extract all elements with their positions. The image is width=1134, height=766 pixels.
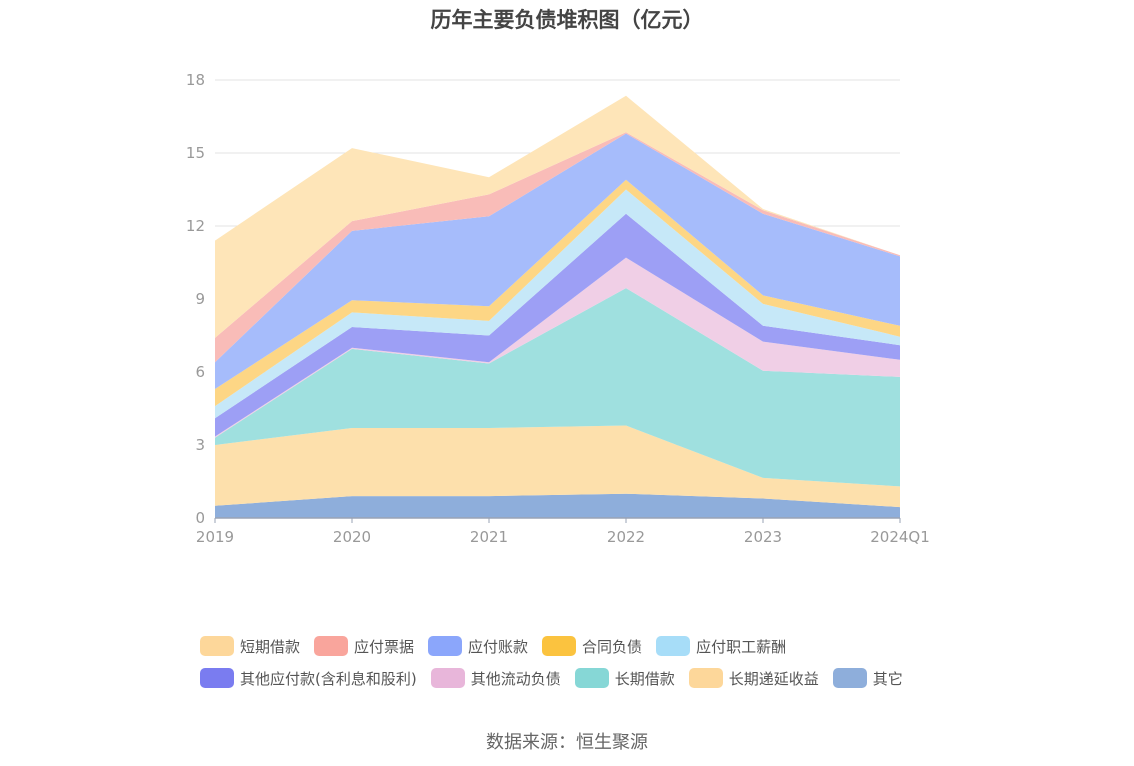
area-series-layer [215, 95, 900, 518]
y-tick-label: 9 [195, 290, 205, 308]
legend-label: 其它 [872, 669, 903, 688]
y-tick-label: 6 [195, 363, 205, 381]
area-series-10 [215, 95, 900, 338]
x-tick-label: 2023 [744, 528, 782, 546]
area-series-3 [215, 288, 900, 487]
x-tick-label: 2020 [333, 528, 371, 546]
legend-item[interactable]: 其它 [832, 668, 903, 689]
legend-swatch [200, 636, 234, 656]
legend-label: 应付账款 [468, 637, 529, 656]
legend-label: 其他应付款(含利息和股利) [240, 669, 417, 688]
legend-label: 长期借款 [614, 669, 675, 688]
legend-label: 合同负债 [582, 637, 643, 656]
y-tick-label: 18 [186, 71, 205, 89]
legend-item[interactable]: 应付账款 [428, 636, 528, 657]
area-series-2 [215, 425, 900, 508]
legend-item[interactable]: 长期递延收益 [688, 668, 819, 689]
legend-swatch [430, 668, 465, 688]
x-tick-label: 2024Q1 [870, 528, 930, 546]
legend-swatch [832, 668, 867, 688]
x-tick-label: 2019 [196, 528, 234, 546]
y-tick-label: 15 [186, 144, 205, 162]
legend-label: 应付职工薪酬 [696, 637, 787, 656]
legend-label: 其他流动负债 [470, 669, 561, 688]
y-tick-label: 3 [195, 436, 205, 454]
legend-swatch [428, 636, 463, 656]
legend-swatch [314, 636, 349, 656]
y-tick-label: 12 [186, 217, 205, 235]
axes: 0 3 6 9 12 15 18 2019 2020 2021 2022 2023 2024Q1 [186, 71, 930, 546]
x-tick-label: 2022 [607, 528, 645, 546]
legend-swatch [542, 636, 577, 656]
legend-row-1: 短期借款 应付票据 应付账款 合同负债 应付职工薪酬 [200, 630, 960, 662]
legend-item[interactable]: 其他流动负债 [430, 668, 561, 689]
legend-item[interactable]: 合同负债 [542, 636, 642, 657]
y-tick-label: 0 [195, 509, 205, 527]
legend-label: 应付票据 [354, 637, 415, 656]
area-series-8 [215, 133, 900, 389]
legend-label: 短期借款 [240, 637, 301, 656]
chart-title: 历年主要负债堆积图（亿元） [430, 8, 704, 32]
legend-swatch [574, 668, 609, 688]
legend-item[interactable]: 长期借款 [574, 668, 675, 689]
legend-label: 长期递延收益 [728, 669, 819, 688]
area-series-1 [215, 493, 900, 518]
legend-item[interactable]: 应付票据 [314, 636, 414, 657]
legend-item[interactable]: 短期借款 [200, 636, 300, 657]
legend-item[interactable]: 其他应付款(含利息和股利) [200, 668, 417, 689]
legend-item[interactable]: 应付职工薪酬 [656, 636, 786, 657]
legend-row-2: 其他应付款(含利息和股利) 其他流动负债 长期借款 长期递延收益 其它 [200, 662, 960, 694]
legend-swatch [200, 668, 234, 688]
data-source: 数据来源：恒生聚源 [486, 732, 648, 753]
legend-swatch [656, 636, 691, 656]
legend: 短期借款 应付票据 应付账款 合同负债 应付职工薪酬 其他应付款(含利息和股利) 其他流动… [200, 630, 960, 694]
area-series-4 [215, 257, 900, 438]
x-tick-label: 2021 [470, 528, 508, 546]
legend-swatch [688, 668, 723, 688]
